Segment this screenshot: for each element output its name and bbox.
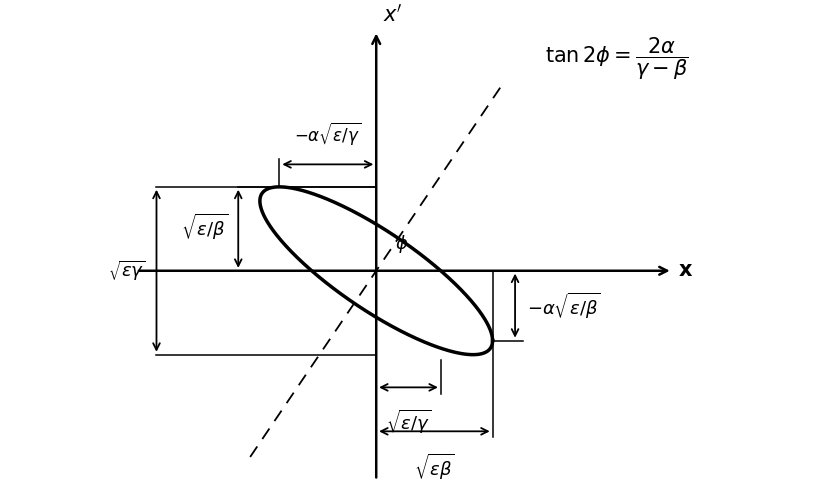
Text: $\tan 2\phi = \dfrac{2\alpha}{\gamma-\beta}$: $\tan 2\phi = \dfrac{2\alpha}{\gamma-\be… <box>545 36 688 82</box>
Text: $\mathbf{x}$: $\mathbf{x}$ <box>677 261 693 280</box>
Text: $x'$: $x'$ <box>383 3 403 25</box>
Text: $\sqrt{\epsilon\gamma}$: $\sqrt{\epsilon\gamma}$ <box>109 258 147 283</box>
Text: $-\alpha\sqrt{\epsilon/\gamma}$: $-\alpha\sqrt{\epsilon/\gamma}$ <box>294 121 362 148</box>
Text: $\phi$: $\phi$ <box>395 234 408 255</box>
Text: $-\alpha\sqrt{\epsilon/\beta}$: $-\alpha\sqrt{\epsilon/\beta}$ <box>527 291 602 321</box>
Text: $\sqrt{\epsilon/\beta}$: $\sqrt{\epsilon/\beta}$ <box>181 212 228 242</box>
Text: $\sqrt{\epsilon\beta}$: $\sqrt{\epsilon\beta}$ <box>414 452 455 482</box>
Text: $\sqrt{\epsilon/\gamma}$: $\sqrt{\epsilon/\gamma}$ <box>386 408 431 436</box>
